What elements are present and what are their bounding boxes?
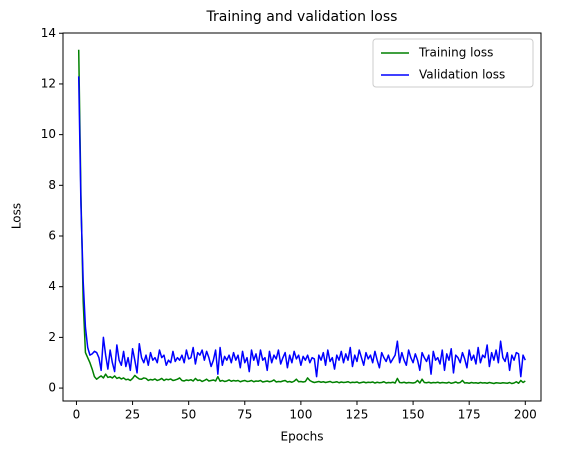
- y-tick-label: 4: [48, 279, 56, 293]
- y-tick-label: 0: [48, 381, 56, 395]
- x-tick-label: 125: [346, 408, 369, 422]
- legend-label: Validation loss: [419, 68, 505, 82]
- y-axis-label: Loss: [10, 203, 24, 229]
- plot-frame: [62, 32, 542, 402]
- line-series: [77, 49, 526, 385]
- x-axis-label: Epochs: [281, 430, 324, 444]
- x-tick-label: 200: [514, 408, 537, 422]
- x-tick-label: 75: [237, 408, 252, 422]
- x-tick-label: 150: [402, 408, 425, 422]
- x-tick-label: 175: [458, 408, 481, 422]
- y-tick-label: 10: [41, 127, 56, 141]
- legend-box: [372, 38, 534, 88]
- x-tick-label: 100: [289, 408, 312, 422]
- line-series: [77, 76, 526, 378]
- legend-label: Training loss: [418, 46, 493, 60]
- x-tick-label: 25: [125, 408, 140, 422]
- x-tick-label: 0: [73, 408, 81, 422]
- y-tick-label: 12: [41, 76, 56, 90]
- y-tick-label: 14: [41, 26, 56, 40]
- y-tick-label: 8: [48, 178, 56, 192]
- y-tick-label: 6: [48, 229, 56, 243]
- chart-title: Training and validation loss: [206, 9, 398, 25]
- x-tick-label: 50: [181, 408, 196, 422]
- y-tick-label: 2: [48, 330, 56, 344]
